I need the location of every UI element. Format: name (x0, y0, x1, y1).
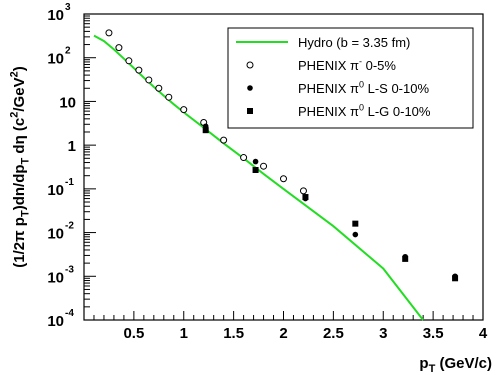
axis-ticks (84, 13, 484, 321)
pi-minus-point (155, 84, 163, 92)
legend-box (227, 27, 474, 129)
pi-minus-point (105, 29, 113, 37)
x-tick-label: 2 (279, 325, 287, 342)
pi-minus-point (180, 106, 188, 114)
y-tick-label: 1 (68, 138, 76, 155)
pi-minus-point (299, 187, 307, 195)
text-part: ) (11, 66, 28, 71)
y-tick-base: 10 (47, 7, 64, 24)
pi0-lg-point (402, 255, 409, 262)
legend-filled-circle (247, 85, 253, 91)
x-axis-title-sub: T (429, 363, 436, 375)
y-tick-exponent: 3 (65, 2, 71, 13)
legend-filled-square (247, 108, 253, 114)
pi-minus-point (115, 44, 123, 52)
x-axis-title-main: p (419, 355, 428, 372)
text-part: Hydro (b = 3.35 fm) (298, 35, 410, 50)
text-part: T (20, 210, 32, 217)
pi-minus-point (145, 76, 153, 84)
y-tick-exponent: -4 (65, 308, 74, 319)
x-axis-title-unit: (GeV/c) (435, 355, 492, 372)
y-tick-exponent: -2 (65, 221, 74, 232)
text-part: )dn/dp (11, 164, 28, 210)
hydro-curve (93, 34, 424, 321)
pi-minus-point (260, 162, 268, 170)
series-layer (93, 29, 459, 321)
text-part: 0-5% (362, 58, 396, 73)
y-tick-base: 10 (47, 51, 64, 68)
pi-minus-point (165, 93, 173, 101)
text-part: PHENIX π (298, 58, 359, 73)
legend: Hydro (b = 3.35 fm)PHENIX π- 0-5%PHENIX … (227, 27, 474, 129)
pi-minus-point (125, 57, 133, 65)
y-tick-exponent: -3 (65, 264, 74, 275)
legend-open-circle (246, 61, 254, 69)
pi-minus-point (280, 175, 287, 183)
y-tick-base: 10 (47, 313, 64, 330)
pi-minus-point (220, 136, 228, 144)
x-tick-label: 0.5 (123, 325, 144, 342)
text-part: 0 (359, 103, 364, 113)
pi0-lg-point (252, 167, 259, 174)
text-part: 0 (359, 80, 364, 90)
text-part: L-S 0-10% (364, 81, 429, 96)
pi0-lg-point (302, 194, 309, 201)
y-tick-exponent: 2 (65, 46, 71, 57)
y-tick-base: 10 (47, 226, 64, 243)
pi-minus-point (240, 154, 248, 162)
text-part: 2 (9, 112, 21, 118)
x-tick-label: 2.5 (323, 325, 344, 342)
x-tick-label: 3 (379, 325, 387, 342)
legend-entry: PHENIX π0 L-S 0-10% (298, 80, 429, 96)
x-axis-title: pT (GeV/c) (419, 355, 492, 375)
y-axis-title: (1/2π pT)dn/dpT dη (c2/GeV2) (9, 66, 32, 267)
x-tick-label: 4 (479, 325, 488, 342)
pi0-ls-point (252, 158, 259, 165)
text-part: /GeV (11, 77, 28, 111)
legend-entry: PHENIX π- 0-5% (298, 57, 396, 73)
text-part: T (20, 157, 32, 164)
x-tick-label: 1.5 (223, 325, 244, 342)
y-tick-base: 10 (47, 182, 64, 199)
y-tick-label: 10 (59, 94, 76, 111)
legend-entry: Hydro (b = 3.35 fm) (298, 35, 410, 50)
legend-entry: PHENIX π0 L-G 0-10% (298, 103, 431, 119)
text-part: PHENIX π (298, 104, 359, 119)
y-tick-exponent: -1 (65, 177, 74, 188)
pi0-ls-point (352, 231, 359, 238)
pi0-lg-point (452, 275, 459, 282)
text-part: dη (c (11, 118, 28, 158)
text-part: 2 (9, 71, 21, 77)
text-part: - (359, 57, 362, 67)
text-part: PHENIX π (298, 81, 359, 96)
y-tick-base: 10 (47, 269, 64, 286)
x-tick-label: 3.5 (423, 325, 444, 342)
pi-minus-point (135, 66, 143, 74)
text-part: (1/2π p (11, 217, 28, 268)
x-tick-label: 1 (180, 325, 188, 342)
text-part: L-G 0-10% (364, 104, 431, 119)
pi0-lg-point (352, 220, 359, 227)
pi0-lg-point (202, 127, 209, 134)
x-tick-labels: 0.5 1 1.5 2 2.5 3 3.5 4 (123, 325, 487, 342)
